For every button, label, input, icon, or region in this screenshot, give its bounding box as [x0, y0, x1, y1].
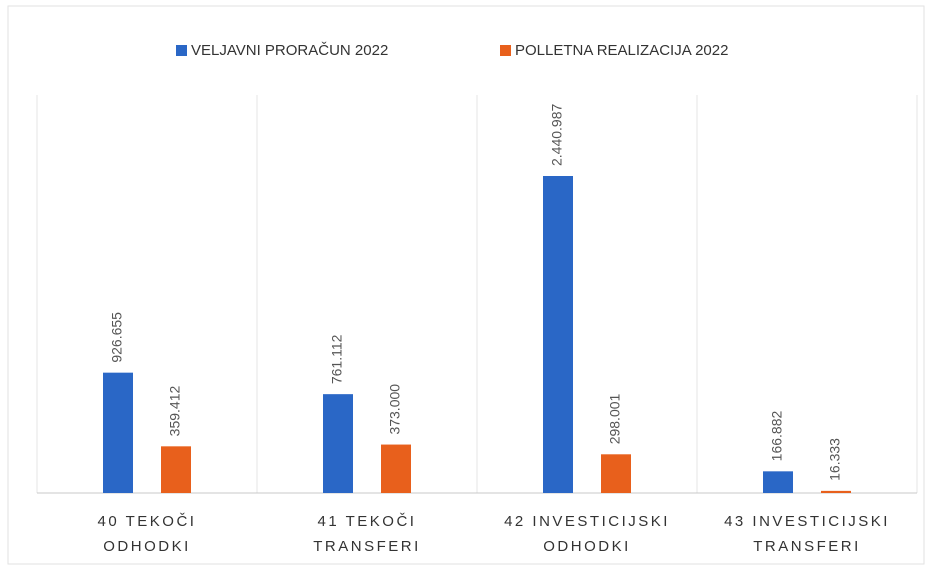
x-tick-label: 40 TEKOČI	[98, 513, 197, 530]
bar	[103, 372, 133, 493]
chart-frame	[7, 5, 925, 565]
value-label: 2.440.987	[549, 104, 565, 166]
legend-label: VELJAVNI PRORAČUN 2022	[191, 42, 388, 59]
x-tick-label: ODHODKI	[543, 538, 631, 555]
x-tick-label: ODHODKI	[103, 538, 191, 555]
x-tick-label: 42 INVESTICIJSKI	[504, 513, 670, 530]
legend-label: POLLETNA REALIZACIJA 2022	[515, 42, 728, 59]
value-label: 373.000	[387, 384, 403, 435]
bar	[821, 490, 851, 493]
x-tick-label: TRANSFERI	[313, 538, 421, 555]
legend-swatch	[500, 45, 511, 56]
x-tick-label: 43 INVESTICIJSKI	[724, 513, 890, 530]
legend-swatch	[176, 45, 187, 56]
value-label: 166.882	[769, 411, 785, 462]
bar	[381, 444, 411, 493]
bar	[601, 454, 631, 493]
bar	[161, 446, 191, 493]
value-label: 16.333	[827, 438, 843, 481]
bar	[763, 471, 793, 493]
x-tick-label: 41 TEKOČI	[318, 513, 417, 530]
x-tick-label: TRANSFERI	[753, 538, 861, 555]
value-label: 926.655	[109, 312, 125, 363]
bar	[323, 394, 353, 493]
value-label: 359.412	[167, 386, 183, 437]
value-label: 761.112	[329, 334, 345, 384]
value-label: 298.001	[607, 393, 623, 444]
bar	[543, 176, 573, 493]
